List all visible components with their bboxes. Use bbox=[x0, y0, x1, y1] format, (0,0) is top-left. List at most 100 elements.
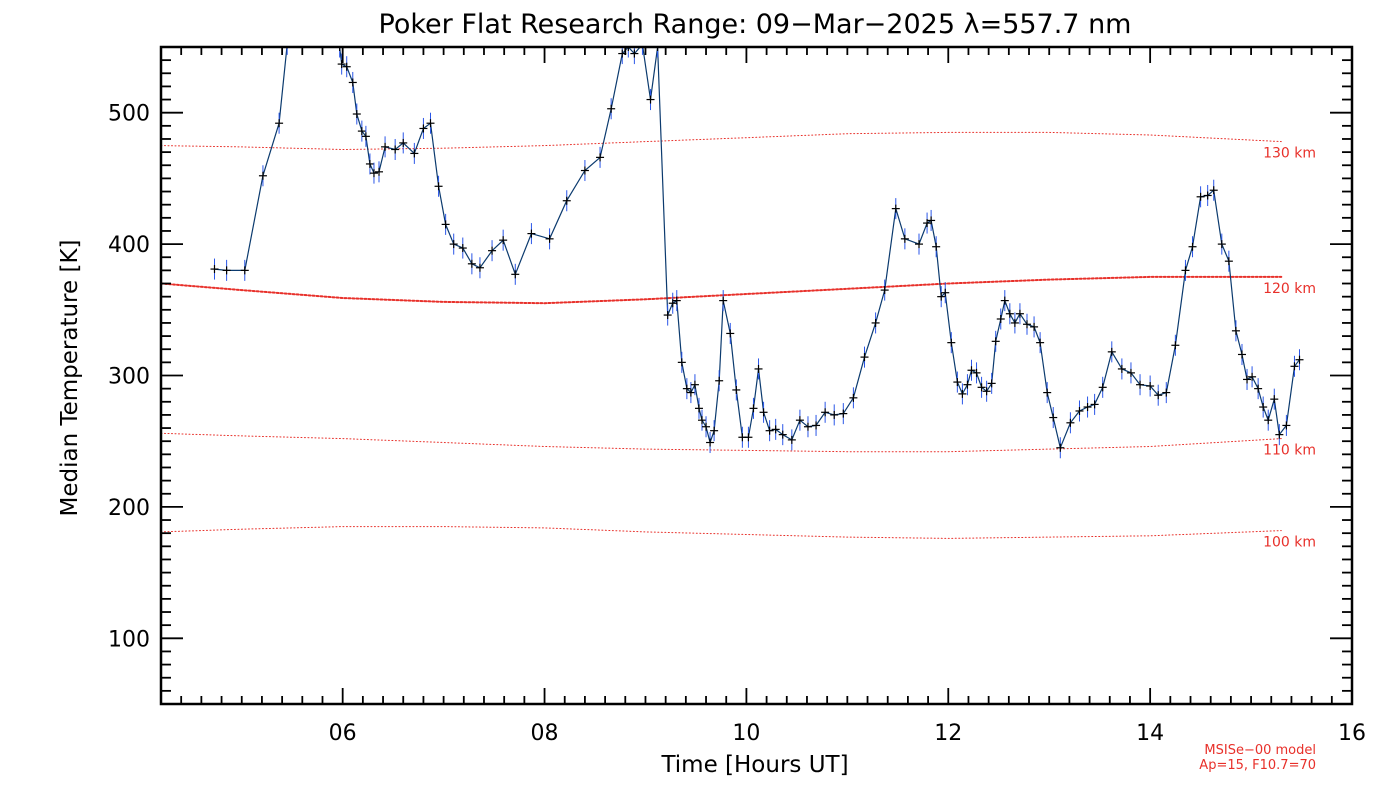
data-point bbox=[682, 378, 691, 400]
data-point bbox=[715, 370, 724, 392]
data-point bbox=[375, 161, 384, 183]
data-point bbox=[1030, 316, 1039, 338]
data-point bbox=[697, 409, 706, 431]
x-tick-label: 08 bbox=[531, 721, 559, 746]
data-point bbox=[795, 409, 804, 431]
data-point bbox=[749, 397, 758, 419]
data-point bbox=[1036, 332, 1045, 354]
data-point bbox=[1015, 303, 1024, 325]
data-point bbox=[744, 426, 753, 448]
data-point bbox=[240, 259, 249, 281]
data-point bbox=[458, 237, 467, 259]
data-point bbox=[562, 190, 571, 212]
data-point bbox=[880, 279, 889, 301]
data-point bbox=[441, 213, 450, 235]
data-point bbox=[927, 209, 936, 231]
x-tick-label: 10 bbox=[732, 721, 760, 746]
data-point bbox=[821, 401, 830, 423]
model-line-0 bbox=[161, 131, 1282, 151]
data-point bbox=[1248, 366, 1257, 388]
data-point bbox=[1224, 250, 1233, 272]
model-line-label-0: 130 km bbox=[1263, 146, 1316, 162]
data-point bbox=[987, 372, 996, 394]
data-point bbox=[1010, 312, 1019, 334]
data-point bbox=[702, 416, 711, 438]
data-point bbox=[545, 228, 554, 250]
y-axis-label: Median Temperature [K] bbox=[57, 240, 83, 517]
data-point bbox=[348, 71, 357, 93]
data-point bbox=[839, 403, 848, 425]
data-point bbox=[1254, 378, 1263, 400]
data-point bbox=[1209, 179, 1218, 201]
data-point bbox=[1146, 375, 1155, 397]
data-point bbox=[391, 138, 400, 161]
data-point bbox=[677, 351, 686, 373]
data-point bbox=[419, 117, 428, 139]
data-point bbox=[1005, 303, 1014, 325]
y-tick-label: 100 bbox=[108, 627, 150, 652]
data-point bbox=[778, 424, 787, 446]
data-point bbox=[972, 362, 981, 384]
data-point bbox=[624, 47, 633, 58]
data-point bbox=[915, 233, 924, 255]
data-point bbox=[1275, 424, 1284, 446]
data-point bbox=[1270, 388, 1279, 410]
data-point bbox=[1090, 393, 1099, 415]
data-point bbox=[1295, 349, 1304, 371]
data-point bbox=[1171, 334, 1180, 356]
data-point bbox=[1196, 186, 1205, 208]
data-point bbox=[1154, 384, 1163, 406]
data-point bbox=[511, 263, 520, 285]
data-point bbox=[672, 290, 681, 312]
data-point bbox=[381, 136, 390, 158]
data-point bbox=[365, 153, 374, 175]
x-tick-label: 14 bbox=[1136, 721, 1164, 746]
data-point bbox=[580, 160, 589, 182]
data-point bbox=[967, 359, 976, 381]
data-point bbox=[900, 228, 909, 250]
data-point bbox=[963, 374, 972, 396]
data-point bbox=[369, 162, 378, 184]
data-point bbox=[891, 198, 900, 220]
data-point bbox=[706, 432, 715, 454]
data-point bbox=[1136, 374, 1145, 396]
data-series-layer bbox=[210, 47, 1304, 459]
data-point bbox=[467, 253, 476, 275]
data-point bbox=[1022, 313, 1031, 335]
data-point bbox=[410, 142, 419, 164]
data-point bbox=[765, 420, 774, 442]
data-point bbox=[342, 56, 351, 78]
data-point bbox=[1217, 233, 1226, 255]
data-point bbox=[1043, 382, 1052, 404]
data-point bbox=[690, 374, 699, 396]
data-point bbox=[953, 371, 962, 393]
data-point bbox=[352, 103, 361, 125]
series-line-0 bbox=[214, 47, 1300, 450]
data-point bbox=[771, 418, 780, 440]
data-point bbox=[754, 358, 763, 380]
data-point bbox=[434, 175, 443, 197]
model-line-label-3: 100 km bbox=[1263, 535, 1316, 551]
data-point bbox=[222, 259, 231, 281]
data-point bbox=[1188, 236, 1197, 258]
model-line-1 bbox=[161, 275, 1283, 305]
data-point bbox=[1126, 362, 1135, 384]
data-point bbox=[1203, 184, 1212, 206]
model-params-note: Ap=15, F10.7=70 bbox=[1199, 758, 1316, 773]
model-line-2 bbox=[161, 432, 1282, 453]
data-point bbox=[1049, 407, 1058, 429]
data-point bbox=[1066, 412, 1075, 434]
data-point bbox=[694, 397, 703, 419]
data-point bbox=[357, 120, 366, 142]
data-point bbox=[787, 429, 796, 451]
data-point bbox=[449, 233, 458, 255]
data-point bbox=[732, 379, 741, 401]
data-point bbox=[1162, 382, 1171, 404]
data-point bbox=[488, 240, 497, 262]
data-point bbox=[1000, 290, 1009, 312]
y-tick-label: 500 bbox=[108, 102, 150, 127]
data-point bbox=[475, 257, 484, 279]
model-name-note: MSISe−00 model bbox=[1204, 743, 1316, 758]
data-point bbox=[719, 290, 728, 312]
